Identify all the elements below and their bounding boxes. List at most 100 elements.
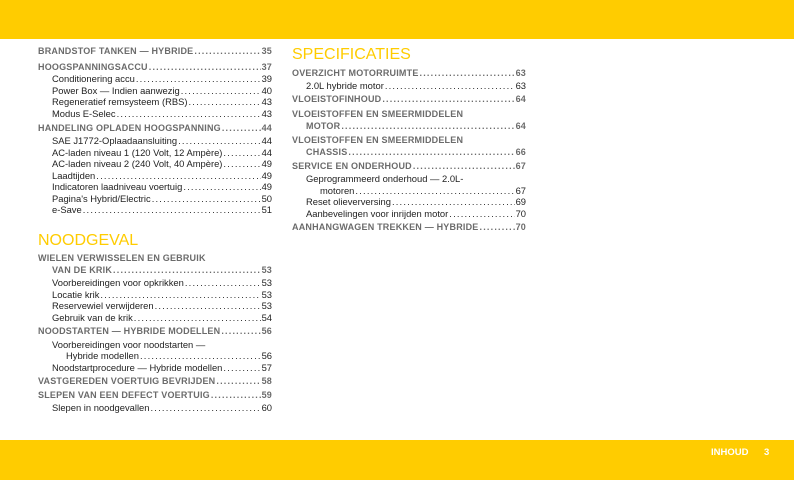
toc-entry[interactable]: Hybride modellen 56 [66,350,272,361]
toc-entry-page: 58 [261,376,272,386]
dot-leader [155,300,261,311]
dot-leader [480,222,515,233]
dot-leader [216,376,260,387]
toc-entry-page: 56 [261,350,272,361]
toc-entry-page: 49 [261,158,272,169]
toc-entry-page: 67 [515,161,526,171]
dot-leader [183,181,260,192]
toc-entry-title: VASTGEREDEN VOERTUIG BEVRIJDEN [38,376,216,386]
toc-entry[interactable]: Conditionering accu 39 [52,73,272,84]
toc-entry[interactable]: VASTGEREDEN VOERTUIG BEVRIJDEN 58 [38,376,272,387]
toc-entry[interactable]: WIELEN VERWISSELEN EN GEBRUIK [38,253,272,264]
toc-entry-title: SAE J1772-Oplaadaansluiting [52,135,178,146]
dot-leader [140,350,261,361]
toc-entry-title: HANDELING OPLADEN HOOGSPANNING [38,123,221,133]
toc-entry-page: 59 [261,390,272,400]
toc-entry-title: Hybride modellen [66,350,139,361]
toc-entry-title: BRANDSTOF TANKEN — HYBRIDE [38,46,194,56]
toc-entry[interactable]: Voorbereidingen voor noodstarten — [52,339,272,350]
toc-entry-page: 49 [261,169,272,181]
toc-entry[interactable]: Gebruik van de krik 54 [52,312,272,323]
toc-entry[interactable]: SAE J1772-Oplaadaansluiting 44 [52,135,272,146]
toc-entry-title: AC-laden niveau 1 (120 Volt, 12 Ampère) [52,146,223,158]
toc-entry-title: Aanbevelingen voor inrijden motor [306,207,449,219]
dot-leader [223,158,260,169]
toc-entry[interactable]: Noodstartprocedure — Hybride modellen 57 [52,362,272,373]
toc-entry[interactable]: e-Save 51 [52,204,272,215]
toc-entry-title: AC-laden niveau 2 (240 Volt, 40 Ampère) [52,158,223,169]
toc-entry-page: 64 [515,94,526,104]
toc-entry[interactable]: HANDELING OPLADEN HOOGSPANNING 44 [38,123,272,134]
toc-entry[interactable]: MOTOR 64 [306,121,526,132]
toc-entry-page: 60 [261,401,272,413]
toc-entry[interactable]: AC-laden niveau 1 (120 Volt, 12 Ampère) 4… [52,147,272,158]
toc-entry-page: 43 [261,107,272,119]
toc-entry[interactable]: SERVICE EN ONDERHOUD 67 [292,161,526,172]
toc-entry-page: 63 [515,68,526,78]
toc-entry[interactable]: CHASSIS 66 [306,147,526,158]
toc-entry-title: Power Box — Indien aanwezig [52,84,180,96]
dot-leader [100,289,260,300]
toc-entry-title: HOOGSPANNINGSACCU [38,62,148,72]
dot-leader [385,80,515,91]
toc-entry[interactable]: Pagina's Hybrid/Electric 50 [52,193,272,204]
toc-entry-page: 56 [261,326,272,336]
toc-entry[interactable]: Locatie krik 53 [52,289,272,300]
toc-entry[interactable]: Modus E-Selec 43 [52,108,272,119]
toc-entry-title: Gebruik van de krik [52,311,133,323]
toc-entry-title: Indicatoren laadniveau voertuig [52,181,183,192]
toc-entry-page: 49 [261,181,272,192]
toc-entry[interactable]: motoren 67 [320,185,526,196]
page-number: 3 [764,447,770,458]
toc-entry-page: 53 [261,288,272,300]
dot-leader [382,94,514,105]
dot-leader [223,147,260,158]
toc-entry[interactable]: OVERZICHT MOTORRUIMTE 63 [292,68,526,79]
toc-entry-page: 63 [515,80,526,91]
toc-entry-title: Voorbereidingen voor opkrikken [52,277,184,288]
toc-entry[interactable]: VAN DE KRIK 53 [52,265,272,276]
dot-leader [152,193,261,204]
toc-entry-title: Slepen in noodgevallen [52,401,150,413]
dot-leader [355,185,514,196]
toc-entry-title: WIELEN VERWISSELEN EN GEBRUIK [38,253,206,263]
dot-leader [83,204,261,215]
toc-entry-page: 35 [261,46,272,56]
toc-entry[interactable]: Aanbevelingen voor inrijden motor 70 [306,208,526,219]
toc-entry-title: Geprogrammeerd onderhoud — 2.0L- [306,173,464,184]
dot-leader [96,170,260,181]
toc-entry[interactable]: Regeneratief remsysteem (RBS) 43 [52,96,272,107]
toc-entry[interactable]: VLOEISTOFINHOUD 64 [292,94,526,105]
toc-entry-title: VLOEISTOFINHOUD [292,94,382,104]
toc-entry[interactable]: 2.0L hybride motor 63 [306,80,526,91]
toc-entry[interactable]: Indicatoren laadniveau voertuig 49 [52,181,272,192]
toc-entry[interactable]: Geprogrammeerd onderhoud — 2.0L- [306,173,526,184]
toc-entry[interactable]: HOOGSPANNINGSACCU 37 [38,62,272,73]
toc-entry[interactable]: AANHANGWAGEN TREKKEN — HYBRIDE 70 [292,222,526,233]
toc-entry[interactable]: VLOEISTOFFEN EN SMEERMIDDELEN [292,135,526,146]
toc-entry[interactable]: AC-laden niveau 2 (240 Volt, 40 Ampère) 4… [52,158,272,169]
toc-entry-title: motoren [320,184,355,196]
toc-entry-page: 37 [261,62,272,72]
toc-entry-title: VAN DE KRIK [52,265,113,275]
toc-entry[interactable]: Reset olieverversing 69 [306,196,526,207]
toc-entry[interactable]: BRANDSTOF TANKEN — HYBRIDE 35 [38,46,272,57]
toc-entry[interactable]: VLOEISTOFFEN EN SMEERMIDDELEN [292,109,526,120]
toc-entry[interactable]: Power Box — Indien aanwezig 40 [52,85,272,96]
toc-entry-page: 43 [261,96,272,107]
toc-entry-title: VLOEISTOFFEN EN SMEERMIDDELEN [292,135,464,145]
toc-entry-title: NOODSTARTEN — HYBRIDE MODELLEN [38,326,221,336]
toc-entry[interactable]: Reservewiel verwijderen 53 [52,300,272,311]
toc-entry-page: 39 [261,73,272,84]
dot-leader [117,108,261,119]
dot-leader [221,326,260,337]
footer-bar [0,440,794,480]
toc-entry[interactable]: SLEPEN VAN EEN DEFECT VOERTUIG 59 [38,390,272,401]
dot-leader [149,62,261,73]
toc-entry[interactable]: Slepen in noodgevallen 60 [52,402,272,413]
toc-entry[interactable]: NOODSTARTEN — HYBRIDE MODELLEN 56 [38,326,272,337]
toc-entry[interactable]: Laadtijden 49 [52,170,272,181]
toc-entry-title: Regeneratief remsysteem (RBS) [52,96,188,107]
toc-entry-title: Laadtijden [52,169,96,181]
toc-entry[interactable]: Voorbereidingen voor opkrikken 53 [52,277,272,288]
